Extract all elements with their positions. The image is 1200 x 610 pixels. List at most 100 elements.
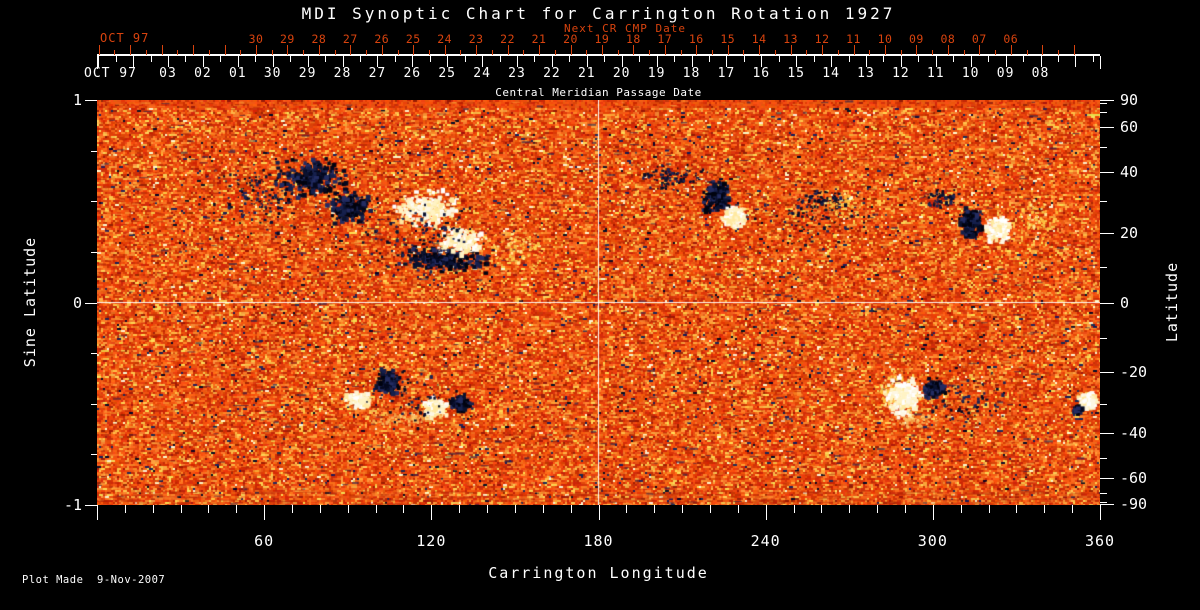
next-cr-minor-tick — [1026, 50, 1028, 55]
next-cr-major-tick — [350, 45, 352, 55]
next-cr-minor-tick — [900, 50, 902, 55]
bottom-minor-tick — [487, 505, 489, 513]
next-cr-minor-tick — [806, 50, 808, 55]
right-major-tick — [1100, 302, 1114, 304]
next-cr-major-tick — [507, 45, 509, 55]
cmp-day-label: 15 — [787, 66, 806, 81]
left-tick-label: 0 — [72, 293, 82, 312]
bottom-minor-tick — [1072, 505, 1074, 513]
cmp-day-label: 08 — [1031, 66, 1050, 81]
right-minor-tick — [1100, 103, 1107, 105]
next-cr-major-tick — [1073, 45, 1075, 55]
next-cr-major-tick — [381, 45, 383, 55]
next-cr-minor-tick — [114, 50, 116, 55]
next-cr-major-tick — [413, 45, 415, 55]
next-cr-major-tick — [853, 45, 855, 55]
left-minor-tick — [91, 150, 97, 152]
next-cr-major-tick — [664, 45, 666, 55]
next-cr-day-label: 12 — [814, 32, 830, 46]
bottom-minor-tick — [403, 505, 405, 513]
cmp-day-label: 19 — [647, 66, 666, 81]
right-axis-title: Latitude — [1163, 261, 1181, 343]
cmp-day-label: 14 — [822, 66, 840, 81]
cmp-day-label: 21 — [577, 66, 596, 81]
cmp-major-tick — [447, 56, 449, 67]
left-minor-tick — [91, 251, 97, 253]
next-cr-minor-tick — [145, 50, 147, 55]
next-cr-major-tick — [822, 45, 824, 55]
bottom-tick-label: 120 — [416, 532, 447, 550]
cmp-day-label: 16 — [752, 66, 771, 81]
next-cr-minor-tick — [303, 50, 305, 55]
next-cr-day-label: 24 — [437, 32, 453, 46]
bottom-minor-tick — [152, 505, 154, 513]
left-minor-tick — [91, 403, 97, 405]
next-cr-day-label: 13 — [783, 32, 799, 46]
next-cr-major-tick — [570, 45, 572, 55]
cmp-minor-tick — [325, 56, 327, 62]
right-tick-label: -60 — [1120, 468, 1148, 487]
bottom-minor-tick — [793, 505, 795, 513]
bottom-minor-tick — [208, 505, 210, 513]
bottom-minor-tick — [514, 505, 516, 513]
cmp-day-label: 25 — [438, 66, 457, 81]
cmp-minor-tick — [1092, 56, 1094, 62]
next-cr-major-tick — [916, 45, 918, 55]
cmp-end-tick — [97, 56, 98, 69]
cmp-month-label: OCT 97 — [84, 66, 137, 81]
cmp-minor-tick — [848, 56, 850, 62]
cmp-major-tick — [202, 56, 204, 67]
next-cr-minor-tick — [491, 50, 493, 55]
cmp-minor-tick — [394, 56, 396, 62]
right-minor-tick — [1100, 112, 1107, 114]
bottom-minor-tick — [737, 505, 739, 513]
bottom-major-tick — [765, 505, 767, 520]
cmp-minor-tick — [220, 56, 222, 62]
next-cr-day-label: 22 — [500, 32, 516, 46]
bottom-minor-tick — [821, 505, 823, 513]
bottom-minor-tick — [124, 505, 126, 513]
cmp-major-tick — [656, 56, 658, 67]
bottom-tick-label: 360 — [1084, 532, 1116, 550]
bottom-major-tick — [598, 505, 600, 520]
cmp-day-label: 09 — [996, 66, 1015, 81]
cmp-major-tick — [1040, 56, 1042, 67]
left-minor-tick — [91, 353, 97, 355]
cmp-minor-tick — [115, 56, 117, 62]
right-major-tick — [1100, 233, 1114, 235]
cmp-major-tick — [726, 56, 728, 67]
next-cr-major-tick — [444, 45, 446, 55]
next-cr-minor-tick — [460, 50, 462, 55]
cmp-minor-tick — [708, 56, 710, 62]
next-cr-day-label: 11 — [846, 32, 861, 46]
cmp-day-label: 20 — [612, 66, 631, 81]
cmp-minor-tick — [534, 56, 536, 62]
cmp-major-tick — [307, 56, 309, 67]
next-cr-major-tick — [727, 45, 729, 55]
cmp-day-label: 22 — [543, 66, 561, 81]
next-cr-minor-tick — [743, 50, 745, 55]
bottom-minor-tick — [180, 505, 182, 513]
left-tick-label: 1 — [72, 91, 82, 109]
cmp-day-label: 27 — [368, 66, 387, 81]
bottom-minor-tick — [849, 505, 851, 513]
left-axis-title: Sine Latitude — [21, 236, 39, 368]
cmp-minor-tick — [1023, 56, 1025, 62]
right-major-tick — [1100, 100, 1114, 101]
next-cr-month-label: OCT 97 — [100, 31, 150, 45]
next-cr-minor-tick — [837, 50, 839, 55]
next-cr-major-tick — [224, 45, 226, 55]
next-cr-major-tick — [193, 45, 195, 55]
left-major-tick — [85, 302, 97, 304]
right-minor-tick — [1100, 201, 1107, 203]
next-cr-day-label: 14 — [751, 32, 767, 46]
cmp-major-tick — [831, 56, 833, 67]
next-cr-minor-tick — [177, 50, 179, 55]
next-cr-minor-tick — [554, 50, 556, 55]
bottom-minor-tick — [1044, 505, 1046, 513]
cmp-minor-tick — [674, 56, 676, 62]
next-cr-minor-tick — [240, 50, 242, 55]
right-minor-tick — [1100, 492, 1107, 494]
cmp-day-label: 11 — [926, 66, 945, 81]
next-cr-minor-tick — [712, 50, 714, 55]
